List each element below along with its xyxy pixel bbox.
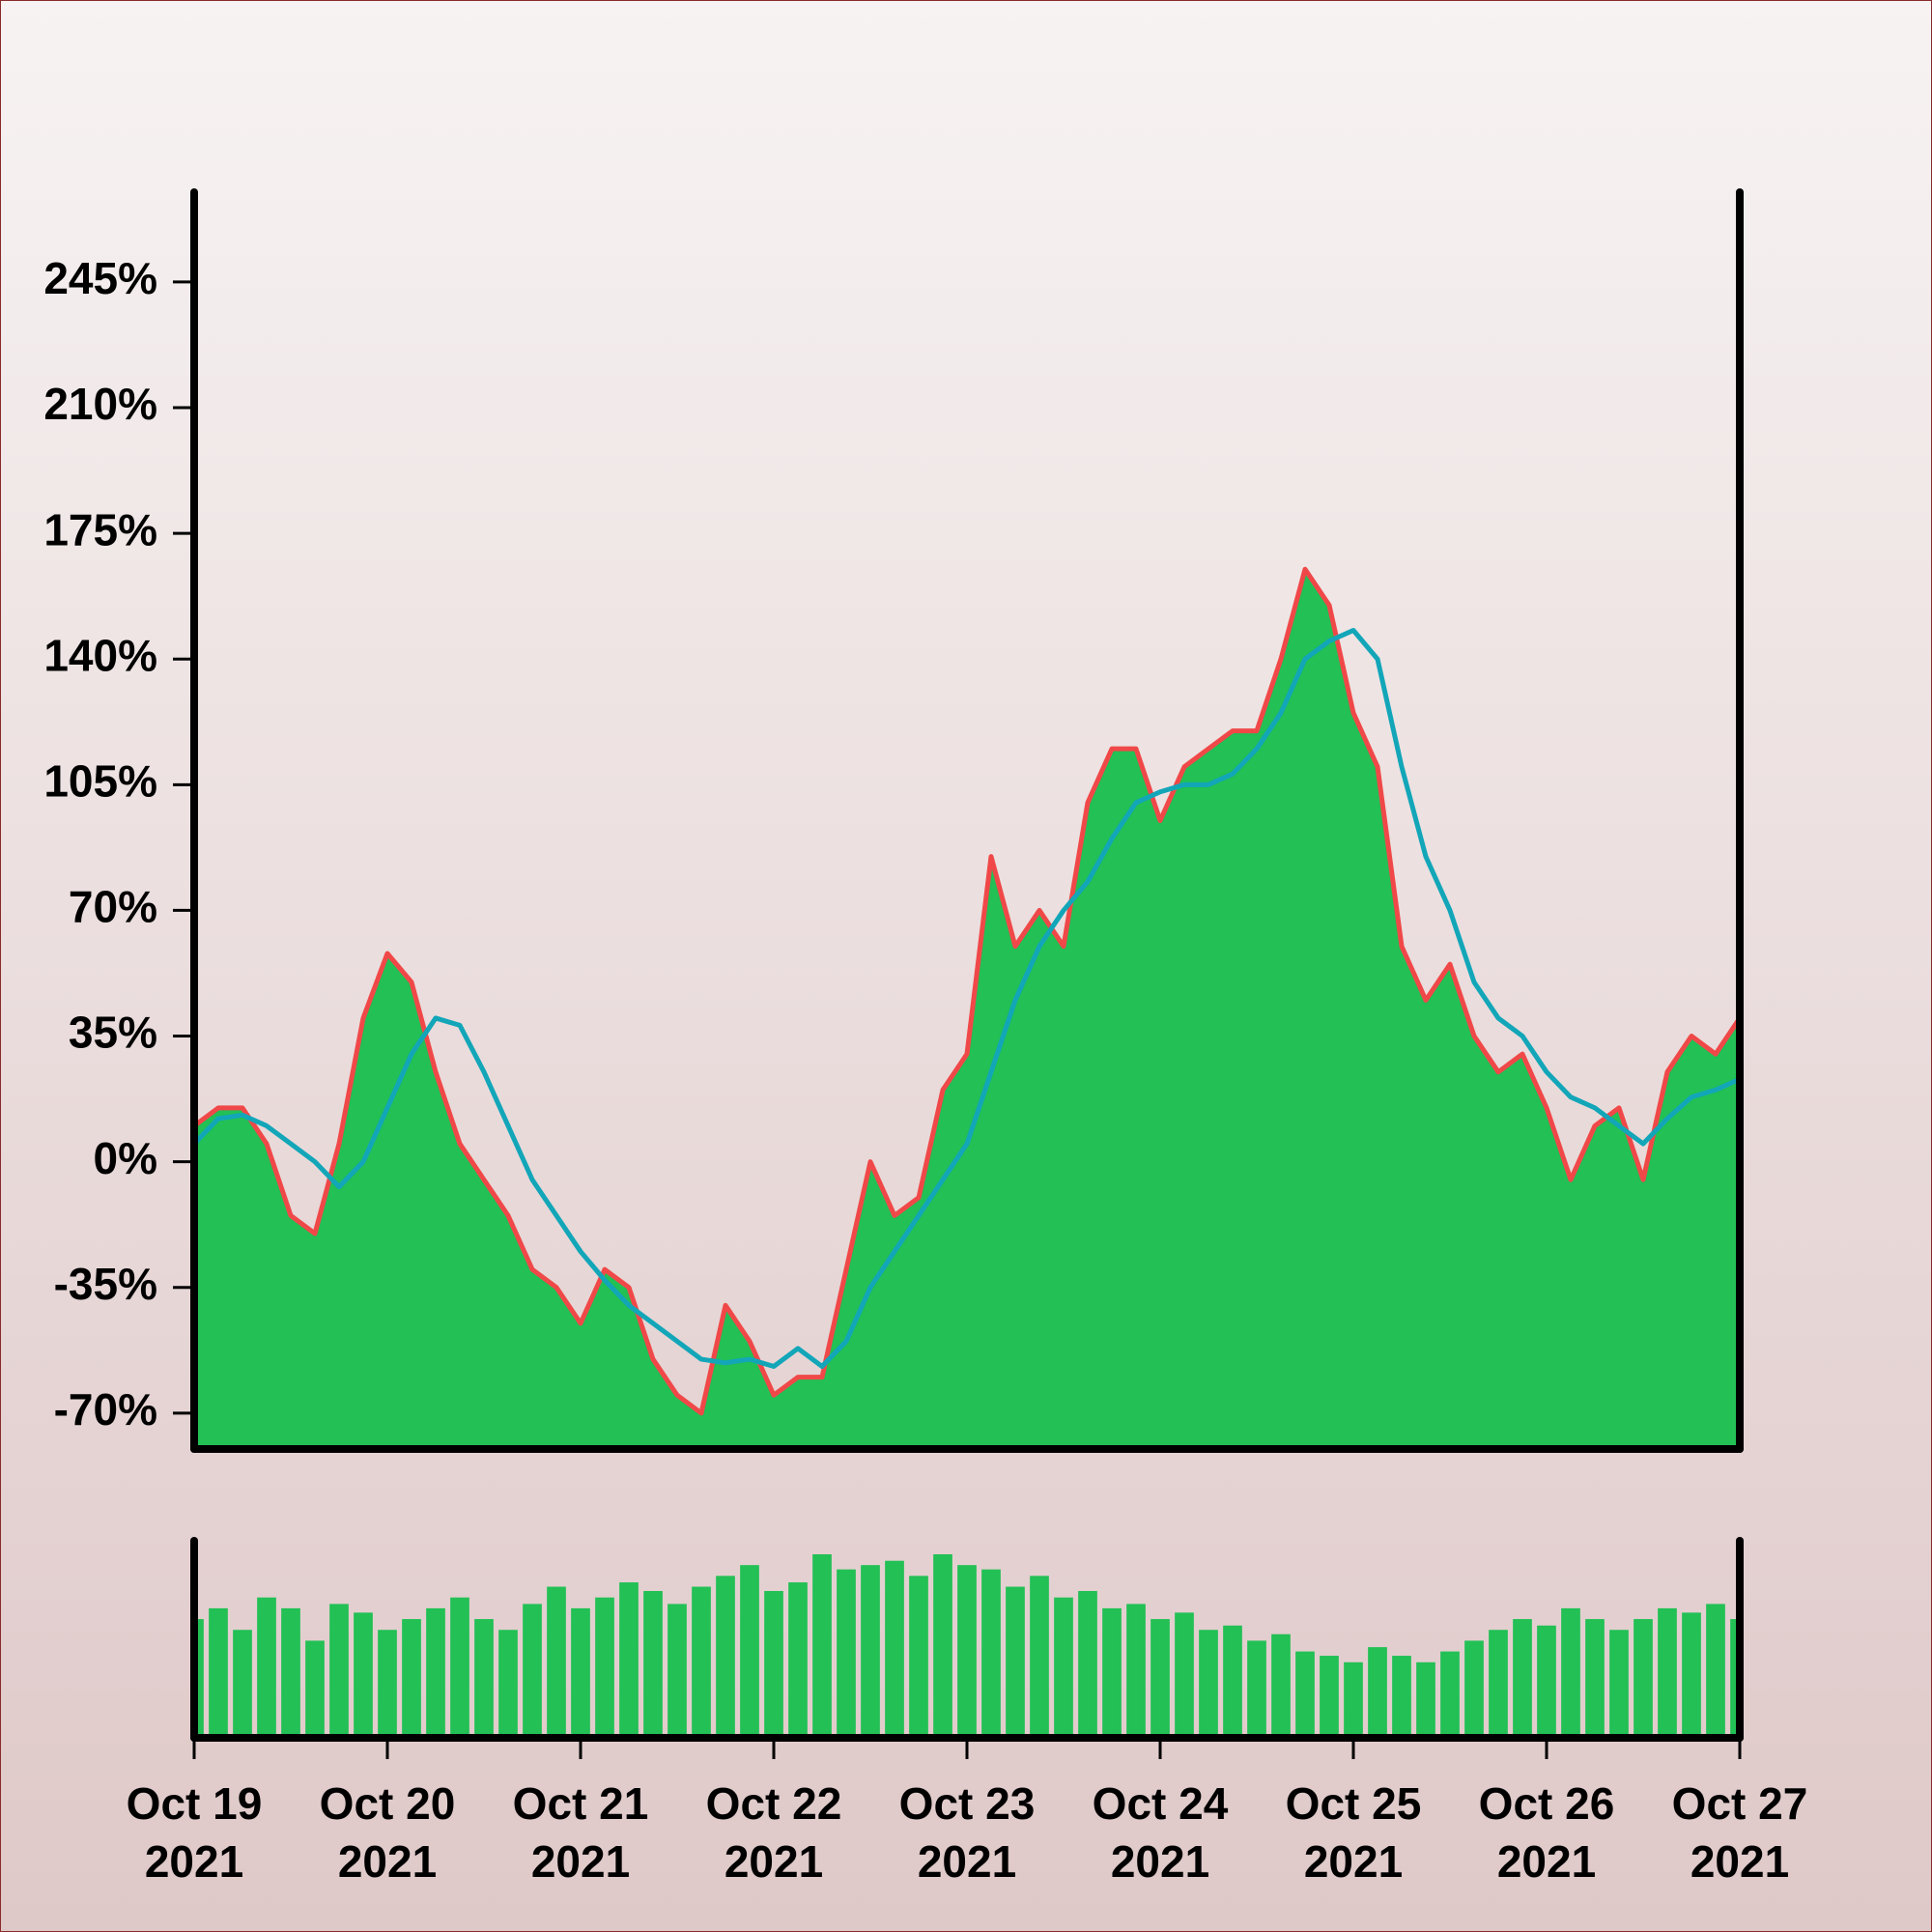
volume-bar [1151,1619,1170,1738]
volume-bar [305,1640,325,1738]
volume-bar [668,1604,687,1738]
y-tick-label: 140% [43,630,157,680]
y-tick-label: 0% [94,1133,157,1183]
volume-bar [788,1582,808,1738]
volume-bar [1658,1607,1677,1738]
price-area [194,569,1740,1449]
volume-bar [1247,1640,1266,1738]
volume-bar [764,1591,783,1738]
x-tick-label: Oct 25 2021 [1285,1778,1422,1887]
x-tick-label: Oct 23 2021 [898,1778,1036,1887]
volume-bar [1416,1662,1435,1738]
volume-bar [1006,1586,1025,1738]
y-tick-label: 210% [43,379,157,429]
volume-bar [1175,1612,1194,1738]
volume-bar [233,1630,252,1738]
volume-bar [547,1586,566,1738]
volume-bar [354,1612,373,1738]
volume-bar [257,1597,276,1738]
volume-bar [281,1607,300,1738]
moving-average-line [192,627,1742,1370]
volume-bar [1271,1634,1291,1738]
volume-bar [1030,1576,1049,1738]
volume-bar [1537,1625,1556,1738]
x-tick-label: Oct 22 2021 [705,1778,842,1887]
volume-bar [523,1604,542,1738]
volume-bar [619,1582,639,1738]
volume-bar [1368,1647,1387,1738]
volume-bar [498,1630,518,1738]
volume-bar [1440,1651,1460,1738]
volume-bar [861,1565,880,1738]
volume-bar [643,1591,663,1738]
volume-bar [402,1619,421,1738]
volume-bar [1706,1604,1725,1738]
volume-bar [957,1565,977,1738]
volume-bar [1585,1619,1605,1738]
volume-bar [933,1554,952,1738]
x-tick-label: Oct 19 2021 [126,1778,263,1887]
y-tick-label: 175% [43,504,157,554]
volume-bar [692,1586,711,1738]
x-tick-label: Oct 20 2021 [319,1778,456,1887]
volume-bar [716,1576,735,1738]
volume-bar [885,1560,904,1738]
volume-bar [1199,1630,1218,1738]
volume-bar [1126,1604,1146,1738]
volume-bar [1223,1625,1242,1738]
volume-bar [1682,1612,1701,1738]
volume-bar [450,1597,469,1738]
volume-bar [1392,1656,1411,1738]
volume-bar [1609,1630,1629,1738]
volume-bar [198,1619,204,1738]
volume-bar [1054,1597,1073,1738]
x-tick-label: Oct 21 2021 [512,1778,649,1887]
volume-bar [209,1607,228,1738]
volume-bar [1489,1630,1508,1738]
volume-bar [1634,1619,1653,1738]
volume-bar [378,1630,397,1738]
volume-bar [595,1597,614,1738]
volume-bar [1102,1607,1122,1738]
volume-bar [1295,1651,1315,1738]
volume-bar [1561,1607,1580,1738]
price-line [192,566,1743,1416]
y-tick-label: 105% [43,755,157,806]
volume-bar [571,1607,590,1738]
y-tick-label: 35% [69,1008,157,1058]
volume-bar [981,1569,1001,1738]
y-tick-label: -70% [54,1384,157,1435]
y-tick-label: 70% [69,882,157,932]
y-tick-label: 245% [43,253,157,303]
volume-bar [812,1554,832,1738]
volume-bar [740,1565,759,1738]
volume-bar [837,1569,856,1738]
volume-bar [1320,1656,1339,1738]
y-tick-label: -35% [54,1259,157,1309]
x-tick-label: Oct 27 2021 [1671,1778,1808,1887]
volume-bar [426,1607,445,1738]
volume-bar [474,1619,494,1738]
x-tick-label: Oct 24 2021 [1092,1778,1229,1887]
x-tick-label: Oct 26 2021 [1478,1778,1615,1887]
volume-bar [909,1576,928,1738]
volume-bar [1464,1640,1484,1738]
volume-bar [1730,1619,1736,1738]
volume-bar [329,1604,349,1738]
volume-bar [1344,1662,1363,1738]
volume-bar [1078,1591,1097,1738]
volume-bar [1513,1619,1532,1738]
